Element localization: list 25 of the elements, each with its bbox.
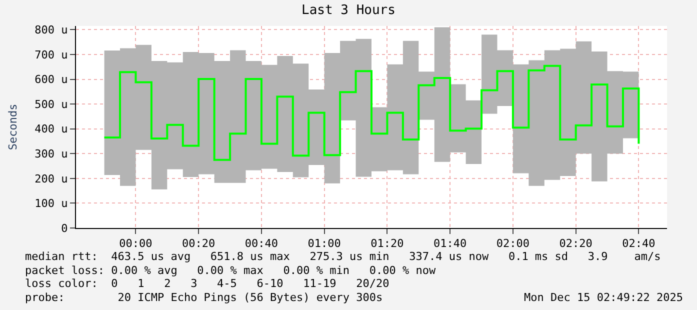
x-tick-label: 01:40 (434, 237, 467, 250)
y-axis-title: Seconds (6, 104, 20, 150)
text: probe: 20 ICMP Echo Pings (56 Bytes) every 300s (25, 291, 383, 304)
text: median rtt: 463.5 us avg 651.8 us max 275.3 us min 337.4 us now 0.1 ms sd 3.9 am/s (25, 250, 661, 263)
chart-title: Last 3 Hours (302, 2, 396, 18)
x-tick-label: 00:20 (182, 237, 216, 250)
text: packet loss: 0.00 % avg 0.00 % max 0.00 % min 0.00 % now (25, 264, 436, 277)
x-tick-label: 02:20 (559, 237, 592, 250)
y-tick-label: 200 u (34, 172, 68, 186)
x-tick-label: 00:00 (119, 237, 152, 250)
y-tick-label: 400 u (34, 122, 68, 136)
x-tick-label: 02:40 (622, 237, 656, 250)
x-tick-label: 01:00 (308, 237, 341, 250)
x-tick-label: 02:00 (496, 237, 530, 250)
text: loss color: 0 1 2 3 4-5 6-10 11-19 20/20 (25, 277, 390, 290)
y-tick-label: 800 u (34, 24, 68, 37)
y-tick-label: 100 u (34, 197, 68, 210)
x-tick-label: 01:20 (370, 237, 404, 250)
y-tick-label: 0 (61, 222, 68, 235)
x-tick-label: 00:40 (244, 237, 278, 250)
y-tick-label: 500 u (34, 98, 68, 111)
y-tick-label: 600 u (34, 73, 68, 86)
y-tick-label: 300 u (34, 147, 68, 160)
text: Mon Dec 15 02:49:22 2025 (524, 291, 683, 304)
y-tick-label: 700 u (34, 48, 68, 62)
